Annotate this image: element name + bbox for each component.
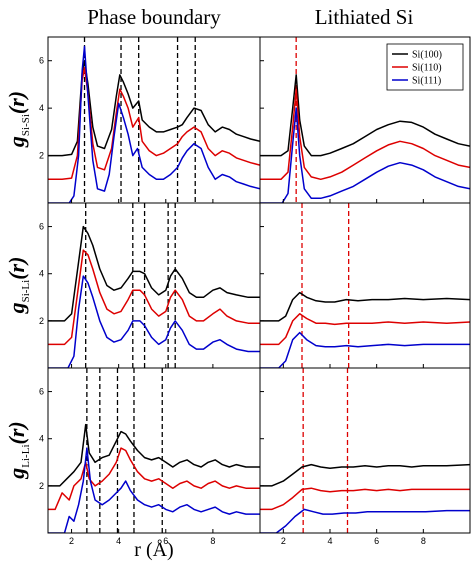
series-line-si-110 (260, 313, 470, 346)
panel-plot-area (260, 37, 470, 203)
ylabel-si-li: gSi-Li(r) (4, 257, 32, 315)
panel-grid: 2 4 6 Si(100) Si(110) Si(111) 2 4 6 2 4 6 2 4 6 8 2 4 6 8 (39, 36, 471, 546)
panel-plot-area (48, 203, 260, 368)
panel-frame (47, 367, 261, 534)
panel-li-li-lithiated-si: 2 4 6 8 (259, 367, 471, 546)
panel-plot-area (48, 37, 260, 203)
series-line-si-111 (260, 107, 470, 203)
column-title-phase-boundary: Phase boundary (87, 5, 221, 29)
series-line-si-111 (48, 45, 260, 203)
series-line-si-100 (48, 423, 260, 487)
y-tick-label: 6 (39, 56, 44, 66)
column-title-lithiated-si: Lithiated Si (315, 5, 414, 29)
series-line-si-110 (260, 88, 470, 181)
x-tick-label: 2 (69, 536, 74, 546)
series-line-si-111 (48, 447, 260, 533)
series-line-si-110 (48, 249, 260, 346)
panel-plot-area (260, 368, 470, 533)
panel-li-li-phase-boundary: 2 4 6 2 4 6 8 (39, 367, 261, 546)
series-line-si-100 (260, 291, 470, 322)
panel-frame (47, 202, 261, 369)
ylabel-li-li: gLi-Li(r) (4, 421, 32, 479)
x-tick-label: 6 (163, 536, 168, 546)
ylabel-si-si: gSi-Si(r) (4, 91, 32, 148)
series-line-si-111 (260, 331, 470, 368)
y-tick-label: 4 (39, 103, 44, 113)
series-line-si-110 (260, 487, 470, 511)
y-tick-label: 6 (39, 387, 44, 397)
x-tick-label: 2 (281, 536, 286, 546)
panel-si-si-lithiated-si: Si(100) Si(110) Si(111) (259, 36, 471, 204)
y-tick-label: 4 (39, 269, 44, 279)
panel-plot-area (260, 203, 470, 368)
legend: Si(100) Si(110) Si(111) (386, 43, 464, 91)
x-tick-label: 8 (210, 536, 215, 546)
x-tick-label: 6 (374, 536, 379, 546)
panel-frame (259, 367, 471, 534)
y-tick-label: 6 (39, 222, 44, 232)
series-line-si-110 (48, 447, 260, 511)
x-axis-label: r (Å) (134, 539, 173, 561)
y-tick-label: 2 (39, 316, 44, 326)
panel-plot-area (48, 368, 260, 533)
panel-si-li-lithiated-si (259, 202, 471, 369)
x-tick-label: 8 (421, 536, 426, 546)
x-tick-label: 4 (327, 536, 332, 546)
y-tick-label: 2 (39, 151, 44, 161)
legend-label-si-111: Si(111) (412, 76, 441, 87)
legend-label-si-100: Si(100) (412, 50, 442, 61)
series-line-si-100 (48, 225, 260, 322)
series-line-si-100 (260, 463, 470, 487)
panel-si-si-phase-boundary: 2 4 6 (39, 36, 261, 204)
legend-label-si-110: Si(110) (412, 63, 442, 74)
series-line-si-111 (48, 275, 260, 368)
series-line-si-100 (260, 74, 470, 157)
series-line-si-111 (260, 508, 470, 533)
x-tick-label: 4 (116, 536, 121, 546)
y-tick-label: 2 (39, 481, 44, 491)
y-tick-label: 4 (39, 434, 44, 444)
panel-si-li-phase-boundary: 2 4 6 (39, 202, 261, 369)
